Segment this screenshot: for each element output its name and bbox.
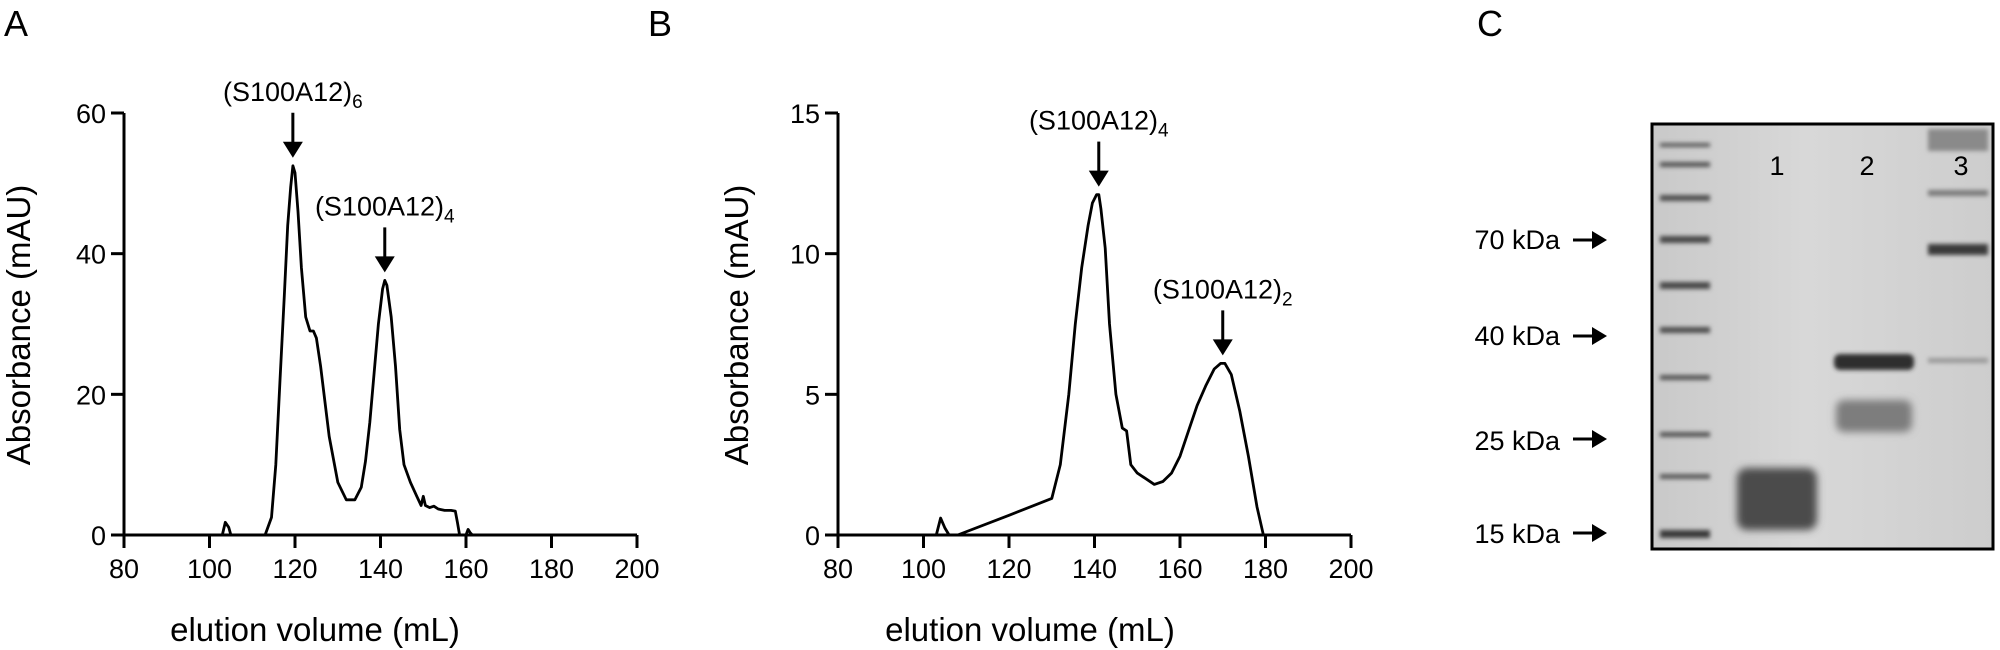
gel-image: 1 2 3 70 kDa 40 kDa 25 kDa 15 kDa — [1474, 122, 1995, 551]
gel-background — [1652, 124, 1993, 549]
chart-a-y-ticks: 0 20 40 60 — [76, 99, 124, 551]
chart-b-x-ticks: 80 100 120 140 160 180 200 — [823, 535, 1374, 584]
x-tick-label: 120 — [986, 554, 1031, 584]
x-tick-label: 140 — [358, 554, 403, 584]
marker-labels: 70 kDa 40 kDa 25 kDa 15 kDa — [1474, 225, 1561, 549]
chart-a-annotation: (S100A12)4 — [315, 191, 455, 273]
chart-b-y-ticks: 0 5 10 15 — [790, 99, 838, 551]
x-tick-label: 200 — [614, 554, 659, 584]
chart-a-annotation: (S100A12)6 — [223, 77, 363, 158]
chart-b-x-axis-title: elution volume (mL) — [885, 611, 1175, 648]
marker-arrow-25 — [1573, 430, 1607, 448]
x-tick-label: 80 — [109, 554, 139, 584]
ladder-band — [1660, 195, 1710, 201]
panel-label-b: B — [648, 3, 672, 44]
ladder-bands — [1660, 143, 1710, 538]
annotation-label: (S100A12)4 — [315, 191, 455, 227]
lane-2-bands — [1834, 354, 1914, 432]
marker-label-40: 40 kDa — [1474, 321, 1561, 351]
x-tick-label: 80 — [823, 554, 853, 584]
annotation-arrowhead — [1088, 170, 1109, 187]
lane-label-2: 2 — [1859, 151, 1874, 181]
chart-a-x-axis-title: elution volume (mL) — [170, 611, 460, 648]
x-tick-label: 120 — [272, 554, 317, 584]
ladder-band — [1660, 327, 1710, 333]
annotation-arrowhead — [374, 256, 395, 273]
ladder-band — [1660, 143, 1710, 147]
x-tick-label: 140 — [1072, 554, 1117, 584]
y-tick-label: 5 — [805, 380, 820, 410]
marker-arrow-40 — [1573, 327, 1607, 345]
x-tick-label: 180 — [529, 554, 574, 584]
y-tick-label: 20 — [76, 380, 106, 410]
ladder-band — [1660, 474, 1710, 479]
lane-label-1: 1 — [1769, 151, 1784, 181]
marker-arrows — [1573, 231, 1607, 542]
marker-label-15: 15 kDa — [1474, 519, 1561, 549]
panel-label-a: A — [4, 3, 28, 44]
panel-label-c: C — [1477, 3, 1503, 44]
chart-b-y-axis-title: Absorbance (mAU) — [718, 185, 755, 466]
marker-label-70: 70 kDa — [1474, 225, 1561, 255]
lane-1-bands — [1737, 468, 1817, 530]
chart-a-x-ticks: 80 100 120 140 160 180 200 — [109, 535, 660, 584]
x-tick-label: 160 — [443, 554, 488, 584]
ladder-band — [1660, 162, 1710, 167]
annotation-subscript: 4 — [1158, 121, 1169, 142]
x-tick-label: 200 — [1328, 554, 1373, 584]
chart-a-lines — [220, 164, 474, 537]
lane-1-band — [1737, 468, 1817, 530]
y-tick-label: 10 — [790, 240, 820, 270]
annotation-label: (S100A12)4 — [1029, 106, 1169, 142]
annotation-subscript: 2 — [1282, 289, 1293, 310]
x-tick-label: 100 — [901, 554, 946, 584]
marker-arrow-15 — [1573, 524, 1607, 542]
x-tick-label: 180 — [1243, 554, 1288, 584]
chart-a-series-line — [220, 164, 474, 537]
chart-b-annotations: (S100A12)4 (S100A12)2 — [1029, 106, 1293, 356]
ladder-band — [1660, 432, 1710, 437]
chart-b-lines — [934, 193, 1265, 537]
ladder-band — [1660, 375, 1710, 380]
marker-label-25: 25 kDa — [1474, 426, 1561, 456]
x-tick-label: 100 — [187, 554, 232, 584]
chart-b-annotation: (S100A12)2 — [1153, 274, 1293, 356]
ladder-band — [1660, 282, 1710, 289]
chart-a-axes — [122, 113, 637, 537]
lane-3-band — [1928, 129, 1988, 151]
chart-a-annotations: (S100A12)6 (S100A12)4 — [223, 77, 455, 273]
lane-3-band — [1928, 190, 1988, 196]
y-tick-label: 0 — [805, 521, 820, 551]
lane-3-band — [1928, 244, 1988, 255]
x-tick-label: 160 — [1157, 554, 1202, 584]
y-tick-label: 40 — [76, 240, 106, 270]
lane-3-band — [1928, 358, 1988, 363]
lane-2-band — [1834, 354, 1914, 370]
annotation-subscript: 6 — [352, 92, 363, 113]
lane-label-3: 3 — [1953, 151, 1968, 181]
annotation-subscript: 4 — [444, 206, 455, 227]
chart-b-series-line — [934, 193, 1265, 537]
ladder-band — [1660, 236, 1710, 243]
lane-2-band — [1836, 400, 1912, 432]
y-tick-label: 60 — [76, 99, 106, 129]
annotation-label: (S100A12)2 — [1153, 274, 1293, 310]
y-tick-label: 0 — [91, 521, 106, 551]
chart-b-annotation: (S100A12)4 — [1029, 106, 1169, 187]
annotation-label: (S100A12)6 — [223, 77, 363, 113]
ladder-band — [1660, 530, 1710, 538]
gel-frame — [1650, 122, 1995, 551]
annotation-arrowhead — [1212, 339, 1233, 356]
marker-arrow-70 — [1573, 231, 1607, 249]
chart-a-y-axis-title: Absorbance (mAU) — [0, 185, 37, 466]
lane-3-bands — [1928, 129, 1988, 363]
y-tick-label: 15 — [790, 99, 820, 129]
annotation-arrowhead — [282, 141, 303, 158]
